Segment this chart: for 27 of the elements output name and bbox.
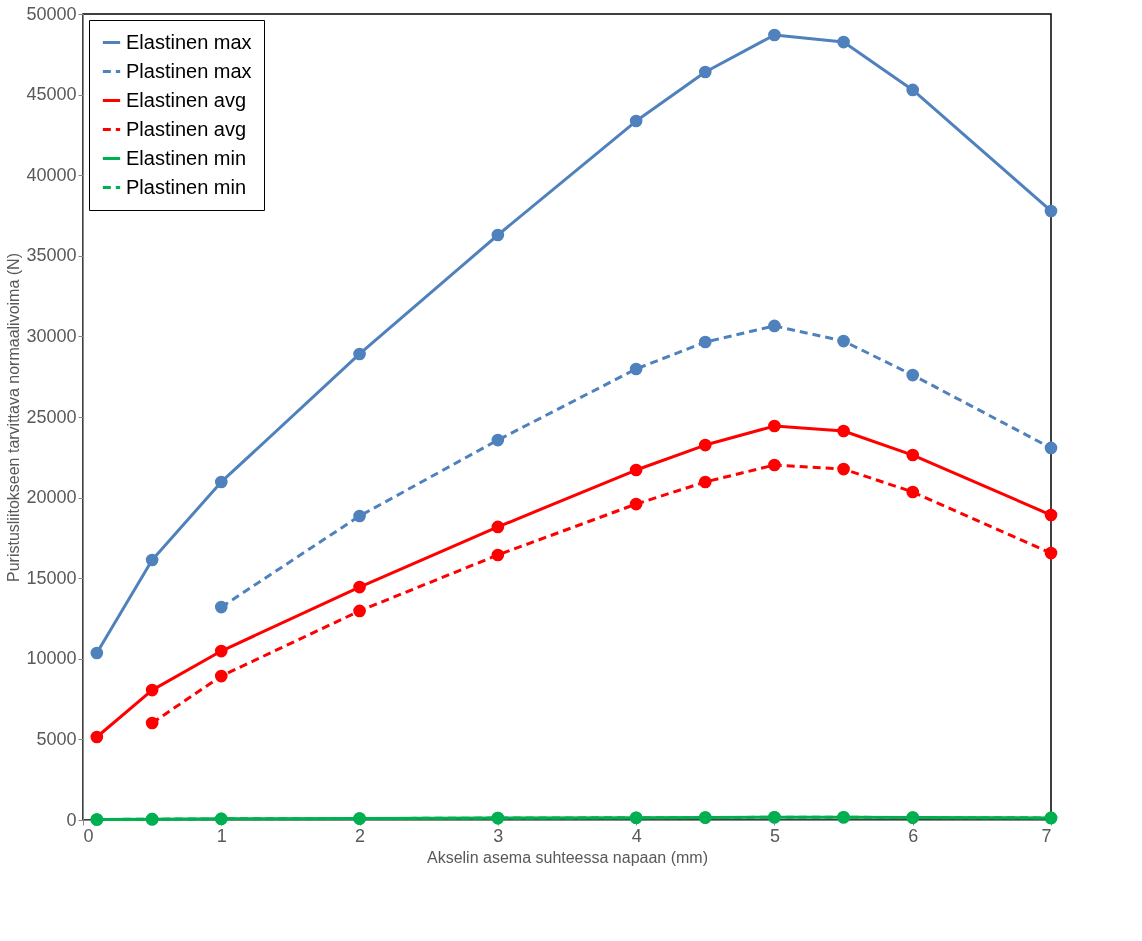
y-tick-label: 30000: [26, 325, 77, 346]
x-axis-title: Akselin asema suhteessa napaan (mm): [426, 848, 709, 866]
x-tick-label: 5: [769, 825, 780, 846]
x-tick-label: 6: [908, 825, 919, 846]
y-axis-title: Puristusliitokseen tarvittava normaalivoima (N): [5, 253, 23, 582]
x-tick-label: 2: [355, 825, 366, 846]
legend-label: Elastinen max: [126, 30, 252, 53]
y-tick-label: 40000: [26, 164, 77, 185]
x-tick-label: 1: [216, 825, 227, 846]
y-tick-label: 10000: [26, 648, 77, 669]
legend-label: Plastinen max: [126, 59, 252, 82]
legend-label: Plastinen min: [126, 175, 247, 198]
x-tick-label: 7: [1041, 825, 1052, 846]
y-tick-label: 20000: [26, 487, 77, 508]
legend-label: Elastinen avg: [126, 88, 247, 111]
legend-label: Plastinen avg: [126, 117, 247, 140]
y-tick-label: 25000: [26, 406, 77, 427]
x-tick-label: 0: [83, 825, 94, 846]
y-tick-label: 35000: [26, 245, 77, 266]
x-tick-label: 4: [631, 825, 642, 846]
y-tick-label: 5000: [36, 728, 77, 749]
legend-label: Elastinen min: [126, 146, 247, 169]
y-tick-label: 15000: [26, 567, 77, 588]
y-tick-label: 45000: [26, 84, 77, 105]
x-tick-label: 3: [493, 825, 504, 846]
y-tick-label: 0: [66, 809, 77, 830]
y-tick-label: 50000: [26, 3, 77, 24]
